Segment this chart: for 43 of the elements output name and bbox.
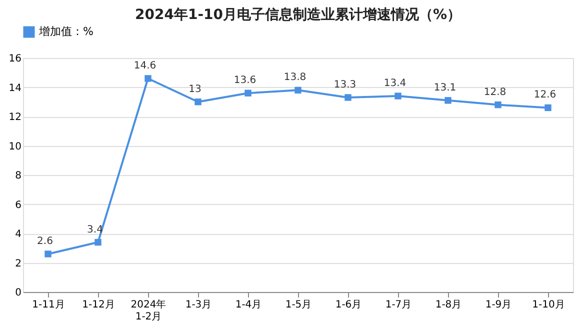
x-tick-label: 1-10月	[532, 300, 565, 310]
x-tick-label: 2024年 1-2月	[130, 298, 166, 322]
x-tick-label: 1-12月	[82, 300, 115, 310]
point	[94, 238, 102, 246]
data-label: 12.8	[484, 86, 506, 98]
point	[194, 98, 202, 106]
y-tick-label: 2	[15, 258, 22, 270]
chart-title: 2024年1-10月电子信息制造业累计增速情况（%）	[134, 7, 462, 23]
x-tick-label: 1-6月	[335, 300, 362, 310]
y-tick-label: 12	[8, 112, 22, 123]
data-label: 13.4	[384, 78, 406, 90]
data-label: 12.6	[534, 90, 556, 101]
y-tick-label: 0	[15, 288, 22, 298]
point	[394, 92, 402, 100]
x-tick-label: 1-3月	[185, 300, 212, 310]
data-label: 13	[188, 84, 202, 95]
y-tick-label: 14	[8, 82, 22, 94]
y-tick-label: 10	[8, 141, 22, 152]
x-tick-label: 1-4月	[235, 300, 262, 310]
y-tick-label: 6	[15, 200, 22, 211]
legend-label: 增加值：%	[38, 25, 94, 38]
point	[444, 97, 452, 104]
data-label: 13.1	[434, 82, 456, 94]
point	[544, 104, 552, 112]
x-tick-label: 1-7月	[385, 300, 412, 310]
point	[144, 75, 152, 82]
y-tick-label: 4	[15, 229, 22, 240]
point	[44, 250, 52, 258]
y-tick-label: 8	[15, 170, 22, 182]
x-tick-label: 1-11月	[32, 300, 65, 310]
point	[244, 90, 252, 96]
x-tick-label: 1-5月	[285, 300, 312, 310]
x-tick-label: 1-9月	[485, 300, 512, 310]
data-label: 2.6	[37, 236, 53, 247]
point	[294, 86, 302, 94]
data-label: 13.8	[284, 72, 306, 84]
x-tick-label: 1-8月	[435, 300, 462, 310]
point	[494, 101, 502, 108]
y-tick-label: 16	[8, 54, 22, 64]
data-label: 13.3	[334, 79, 356, 90]
point	[344, 94, 352, 101]
data-label: 14.6	[134, 60, 156, 72]
data-label: 13.6	[234, 75, 256, 86]
